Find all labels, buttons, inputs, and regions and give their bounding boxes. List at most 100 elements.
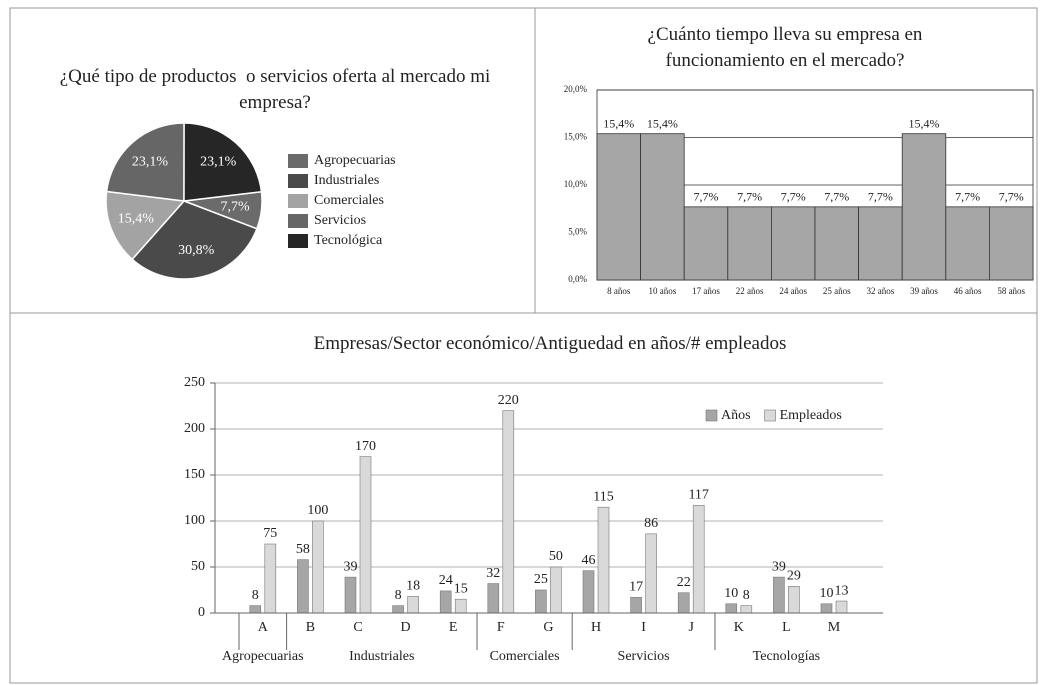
bar [945,206,990,281]
bar [677,592,690,614]
value-label: 8 [743,588,750,603]
legend-swatch [288,214,308,228]
x-tick-label: C [353,620,362,635]
value-label: 25 [534,572,548,587]
value-label: 17 [629,580,643,595]
bar [297,559,309,614]
legend-swatch [288,194,308,208]
bar [597,506,610,614]
bar [344,576,357,614]
slice-label: 7,7% [221,199,251,214]
x-tick-label: A [258,620,269,635]
value-label: 170 [355,439,376,454]
pie-slice [105,122,185,202]
bar [820,603,833,614]
legend-swatch [705,409,718,422]
bar [692,505,705,614]
value-label: 15,4% [909,116,940,130]
bar [683,206,729,281]
legend-label: Años [721,408,751,423]
y-tick-label: 200 [184,421,205,436]
value-label: 15,4% [603,116,634,130]
x-tick-label: I [641,620,646,635]
y-tick-label: 0,0% [568,274,587,284]
slice-label: 23,1% [132,155,169,170]
y-tick-label: 10,0% [564,179,588,189]
legend-label: Industriales [314,173,379,188]
slice-label: 23,1% [200,155,237,170]
value-label: 7,7% [694,190,719,204]
x-tick-label: G [543,620,553,635]
bar [535,589,547,614]
bar [814,206,859,281]
bar [788,586,800,614]
bar [487,583,500,614]
x-tick-label: 25 años [823,286,851,296]
x-tick-label: F [497,620,505,635]
value-label: 7,7% [868,190,893,204]
chart-title: ¿Cuánto tiempo lleva su empresa en funci… [647,24,928,71]
pie-slice [105,190,186,261]
frame [9,7,1038,684]
bar [740,605,753,614]
group-label: Industriales [349,649,414,664]
value-label: 115 [593,489,613,504]
bar [645,533,657,614]
value-label: 24 [439,573,453,588]
legend-label: Agropecuarias [314,153,396,168]
value-label: 18 [406,579,420,594]
bar [312,520,324,614]
legend-swatch [288,154,308,168]
bar [550,566,562,614]
bar [989,206,1034,281]
group-label: Agropecuarias [222,649,304,664]
value-label: 50 [549,549,563,564]
y-tick-label: 15,0% [564,132,588,142]
x-tick-label: 17 años [692,286,720,296]
value-label: 39 [344,559,358,574]
legend-swatch [288,234,308,248]
y-tick-label: 0 [198,605,205,620]
value-label: 39 [772,559,786,574]
x-tick-label: 24 años [779,286,807,296]
legend-label: Comerciales [314,193,384,208]
bar [858,206,903,281]
value-label: 220 [498,393,519,408]
value-label: 10 [820,586,834,601]
legend-swatch [764,409,776,422]
value-label: 32 [486,566,500,581]
value-label: 7,7% [737,190,762,204]
bar [359,456,372,614]
pie-slice [183,122,263,202]
chart-title: ¿Qué tipo de productos o servicios ofert… [59,66,496,113]
group-label: Tecnologías [753,649,820,664]
bar [502,410,515,614]
y-tick-label: 100 [184,513,205,528]
x-tick-label: H [591,620,601,635]
bar [407,596,419,614]
bar [630,597,642,614]
x-tick-label: 32 años [867,286,895,296]
value-label: 13 [835,583,849,598]
bar [454,598,467,614]
x-tick-label: L [782,620,791,635]
bar [439,590,452,614]
x-tick-label: 22 años [736,286,764,296]
x-tick-label: 39 años [910,286,938,296]
value-label: 46 [582,553,596,568]
value-label: 75 [263,526,277,541]
group-label: Servicios [618,649,670,664]
legend-swatch [288,174,308,188]
legend-label: Empleados [780,408,842,423]
x-tick-label: 46 años [954,286,982,296]
value-label: 100 [307,503,328,518]
x-tick-label: D [401,620,411,635]
value-label: 7,7% [781,190,806,204]
bar [727,206,772,281]
value-label: 10 [724,586,738,601]
value-label: 7,7% [824,190,849,204]
value-label: 8 [252,588,259,603]
bar [640,133,685,281]
value-label: 8 [395,588,402,603]
